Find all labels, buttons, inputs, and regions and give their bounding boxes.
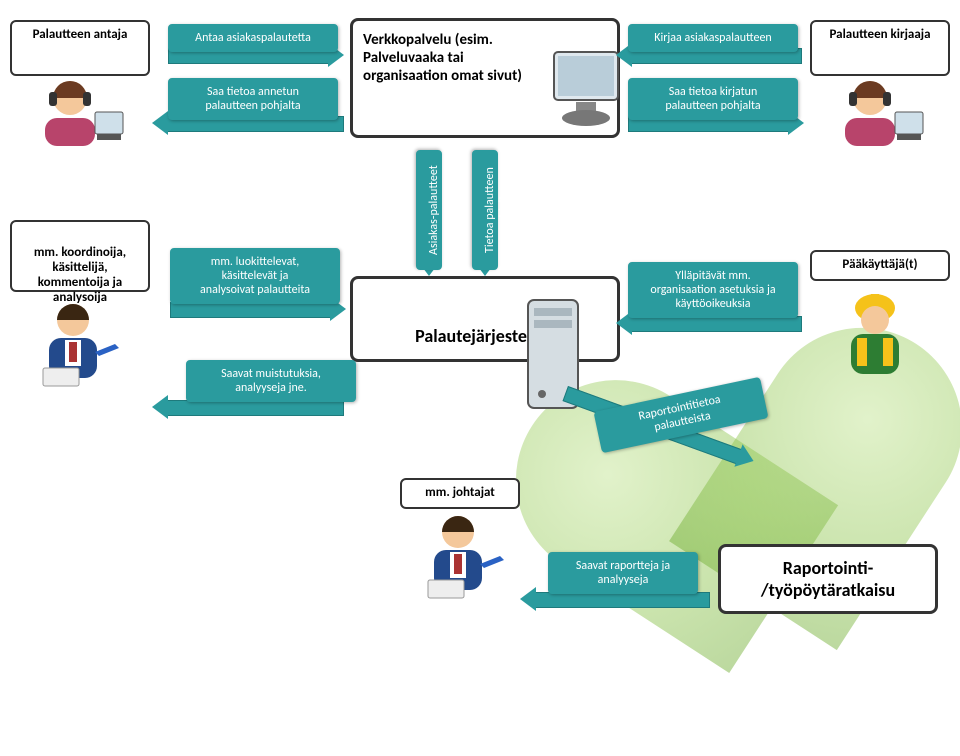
role-recorder-box: Palautteen kirjaaja bbox=[810, 20, 950, 76]
banner-get-reports: Saavat raportteja ja analyyseja bbox=[548, 552, 698, 594]
role-giver-box: Palautteen antaja bbox=[10, 20, 150, 76]
user-headset-icon bbox=[835, 70, 925, 150]
user-headset-icon bbox=[35, 70, 125, 150]
banner-receives-given: Saa tietoa annetun palautteen pohjalta bbox=[168, 78, 338, 120]
office-worker-icon bbox=[35, 298, 125, 393]
diagram-canvas: Palautteen antaja Palautteen kirjaaja Ve… bbox=[0, 0, 960, 665]
banner-classify: mm. luokittelevat, käsittelevät ja analy… bbox=[170, 248, 340, 304]
reporting-title: Raportointi- /työpöytäratkaisu bbox=[721, 557, 935, 601]
banner-maintain: Ylläpitävät mm. organisaation asetuksia … bbox=[628, 262, 798, 318]
banner-receives-recorded: Saa tietoa kirjatun palautteen pohjalta bbox=[628, 78, 798, 120]
office-worker-icon bbox=[420, 510, 510, 605]
role-managers-box: mm. johtajat bbox=[400, 478, 520, 509]
banner-records: Kirjaa asiakaspalautteen bbox=[628, 24, 798, 52]
banner-reminders: Saavat muistutuksia, analyyseja jne. bbox=[186, 360, 356, 402]
role-recorder-title: Palautteen kirjaaja bbox=[820, 28, 940, 43]
banner-tietoa-vert: Tietoa palautteen pohjalta bbox=[472, 150, 498, 270]
role-handler-box: mm. koordinoija, käsittelijä, kommentoij… bbox=[10, 220, 150, 292]
role-giver-title: Palautteen antaja bbox=[20, 28, 140, 43]
role-admin-box: Pääkäyttäjä(t) bbox=[810, 250, 950, 281]
role-admin-title: Pääkäyttäjä(t) bbox=[820, 258, 940, 273]
banner-gives-feedback: Antaa asiakaspalautetta bbox=[168, 24, 338, 52]
construction-worker-icon bbox=[835, 290, 925, 385]
role-managers-title: mm. johtajat bbox=[410, 486, 510, 501]
banner-asiakas-vert: Asiakas-palautteet bbox=[416, 150, 442, 270]
reporting-box: Raportointi- /työpöytäratkaisu bbox=[718, 544, 938, 614]
